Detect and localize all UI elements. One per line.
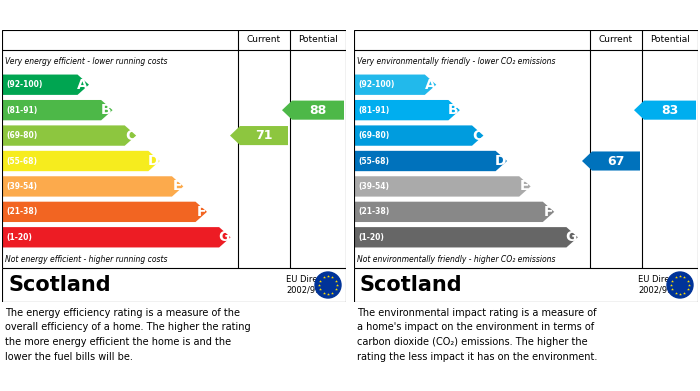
Text: (69-80): (69-80) — [6, 131, 37, 140]
Text: A: A — [77, 78, 88, 92]
Text: Current: Current — [247, 36, 281, 45]
Polygon shape — [3, 126, 136, 146]
Text: B: B — [101, 103, 111, 117]
Text: F: F — [197, 205, 206, 219]
Polygon shape — [3, 202, 207, 222]
Text: Very environmentally friendly - lower CO₂ emissions: Very environmentally friendly - lower CO… — [357, 57, 556, 66]
Text: Not energy efficient - higher running costs: Not energy efficient - higher running co… — [5, 255, 167, 264]
Polygon shape — [355, 100, 460, 120]
Text: Scotland: Scotland — [360, 275, 463, 295]
Text: Not environmentally friendly - higher CO₂ emissions: Not environmentally friendly - higher CO… — [357, 255, 556, 264]
Text: G: G — [566, 230, 577, 244]
Text: Current: Current — [599, 36, 633, 45]
Polygon shape — [230, 126, 288, 145]
Text: Potential: Potential — [650, 36, 690, 45]
Polygon shape — [355, 126, 484, 146]
Text: 83: 83 — [662, 104, 678, 117]
Text: EU Directive
2002/91/EC: EU Directive 2002/91/EC — [638, 275, 690, 295]
Text: A: A — [424, 78, 435, 92]
Polygon shape — [3, 176, 183, 197]
Text: (39-54): (39-54) — [358, 182, 389, 191]
Text: (55-68): (55-68) — [358, 156, 389, 165]
Text: The environmental impact rating is a measure of
a home's impact on the environme: The environmental impact rating is a mea… — [358, 307, 598, 362]
Text: Potential: Potential — [298, 36, 338, 45]
Circle shape — [667, 272, 693, 298]
Polygon shape — [355, 176, 531, 197]
Polygon shape — [355, 75, 436, 95]
Polygon shape — [282, 100, 344, 120]
Text: (39-54): (39-54) — [6, 182, 37, 191]
Polygon shape — [355, 151, 507, 171]
Text: Scotland: Scotland — [8, 275, 111, 295]
Polygon shape — [3, 75, 89, 95]
Polygon shape — [3, 151, 160, 171]
Polygon shape — [582, 151, 640, 170]
Text: (21-38): (21-38) — [358, 207, 389, 216]
Text: D: D — [147, 154, 159, 168]
Text: E: E — [520, 179, 530, 194]
Polygon shape — [3, 227, 230, 248]
Polygon shape — [355, 202, 554, 222]
Text: EU Directive
2002/91/EC: EU Directive 2002/91/EC — [286, 275, 338, 295]
Text: Energy Efficiency Rating: Energy Efficiency Rating — [9, 9, 192, 23]
Text: B: B — [448, 103, 458, 117]
Text: Very energy efficient - lower running costs: Very energy efficient - lower running co… — [5, 57, 167, 66]
Text: (92-100): (92-100) — [358, 80, 394, 89]
Text: 67: 67 — [608, 154, 624, 167]
Text: 88: 88 — [309, 104, 327, 117]
Text: (69-80): (69-80) — [358, 131, 389, 140]
Polygon shape — [634, 100, 696, 120]
Text: (81-91): (81-91) — [6, 106, 37, 115]
Text: E: E — [173, 179, 183, 194]
Polygon shape — [355, 227, 578, 248]
Text: The energy efficiency rating is a measure of the
overall efficiency of a home. T: The energy efficiency rating is a measur… — [6, 307, 251, 362]
Text: (1-20): (1-20) — [358, 233, 384, 242]
Text: C: C — [473, 129, 482, 143]
Text: G: G — [218, 230, 230, 244]
Polygon shape — [3, 100, 113, 120]
Text: (81-91): (81-91) — [358, 106, 389, 115]
Text: 71: 71 — [256, 129, 273, 142]
Text: D: D — [494, 154, 506, 168]
Text: Environmental Impact (CO₂) Rating: Environmental Impact (CO₂) Rating — [361, 9, 623, 23]
Circle shape — [315, 272, 341, 298]
Text: F: F — [544, 205, 553, 219]
Text: (55-68): (55-68) — [6, 156, 37, 165]
Text: (92-100): (92-100) — [6, 80, 43, 89]
Text: (21-38): (21-38) — [6, 207, 37, 216]
Text: (1-20): (1-20) — [6, 233, 32, 242]
Text: C: C — [125, 129, 135, 143]
